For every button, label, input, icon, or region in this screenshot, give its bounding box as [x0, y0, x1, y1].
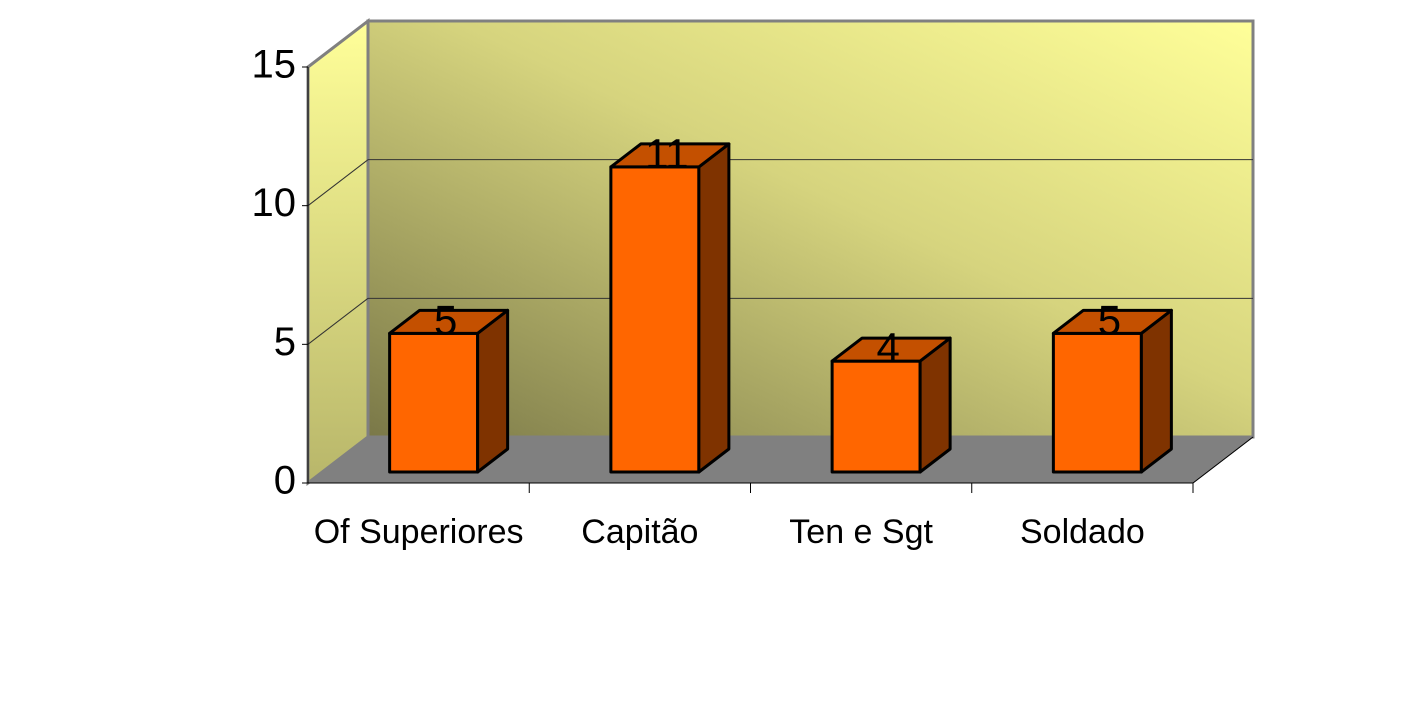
bar-top — [1051, 308, 1173, 335]
bar — [1051, 308, 1173, 474]
grid-line — [307, 297, 369, 345]
data-label: 4 — [876, 324, 899, 371]
bar-side — [476, 308, 510, 474]
y-tick-label: 5 — [274, 320, 296, 364]
grid-line — [307, 159, 369, 207]
bar-front — [609, 165, 701, 474]
bar-front — [1051, 331, 1143, 474]
x-tick-label: Soldado — [1019, 513, 1145, 551]
bar-side — [1139, 308, 1173, 474]
bar-top — [830, 336, 952, 363]
side-wall — [306, 17, 370, 487]
bar-top — [388, 308, 510, 335]
bar — [609, 142, 731, 474]
bar — [388, 308, 510, 474]
x-tick-label: Capitão — [581, 513, 699, 551]
floor-edge — [1192, 436, 1254, 484]
y-tick-label: 0 — [274, 459, 296, 503]
data-label: 11 — [645, 130, 689, 177]
x-tick-label: Of Superiores — [313, 513, 524, 551]
bar-side — [697, 142, 731, 474]
bar-front — [388, 331, 480, 474]
y-tick-label: 15 — [252, 43, 297, 87]
data-label: 5 — [434, 296, 457, 343]
y-tick-label: 10 — [252, 181, 297, 225]
data-label: 5 — [1098, 296, 1121, 343]
bar-top — [609, 142, 731, 169]
bar — [830, 336, 952, 474]
x-tick-label: Ten e Sgt — [789, 513, 933, 551]
bar-front — [830, 359, 922, 474]
